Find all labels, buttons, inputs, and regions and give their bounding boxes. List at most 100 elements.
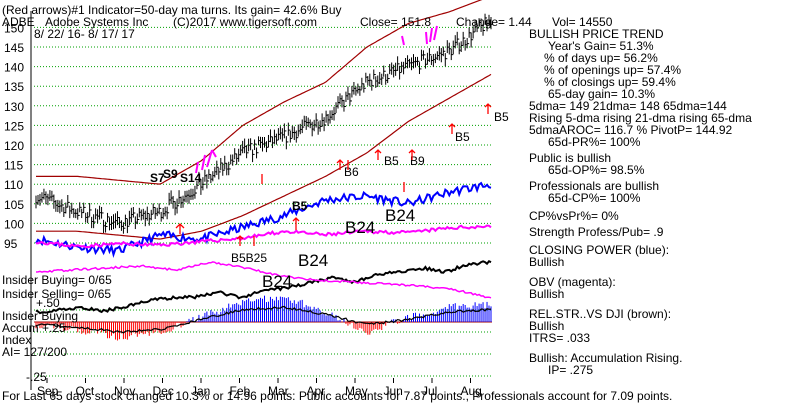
header-line1: (Red arrows)#1 Indicator=50-day ma turns… [2,3,342,17]
footer-summary: For Last 65 days stock changed 10.3% or … [2,389,672,403]
side-l14: 65d-CP%= 100% [548,191,641,205]
side-l10: 65d-PR%= 100% [548,135,641,149]
y-tick-110: 110 [4,178,23,192]
x-tick-labels: Sep Oct Nov Dec Jan Feb Mar Apr May Jun Jul Aug [37,378,482,398]
accum-ma-line [35,305,492,334]
side-l3: % of days up= 56.2% [544,51,658,65]
price-bands [36,0,492,240]
y-tick-105: 105 [4,198,24,212]
price-bars [35,13,493,234]
side-l16: Strength Profess/Pub= .9 [529,225,664,239]
buy-arrow-9 [448,123,456,134]
y-tick-150: 150 [4,21,24,35]
y-tick-labels: 95 100 105 110 115 120 125 130 135 140 145 150 [4,21,24,251]
buy-arrow-7 [374,149,382,160]
side-l5: % of closings up= 59.4% [544,75,676,89]
y-tick-135: 135 [4,80,24,94]
buy-arrow-4 [292,217,300,230]
buy-arrow-1 [175,223,185,234]
signal-b24-c: B24 [298,251,328,270]
side-l17: CLOSING POWER (blue): [529,243,669,257]
sell-arrow-5 [401,35,405,46]
index-label: Index [2,333,31,347]
relative-strength-line [35,259,492,315]
buy-arrows [175,103,492,246]
closing-power-line [35,181,492,258]
signal-b24-b: B24 [345,218,375,237]
upper-band [36,0,483,185]
side-panel: BULLISH PRICE TREND Year's Gain= 51.3% %… [529,27,752,377]
side-l20: Bullish [529,287,564,301]
side-l4: % of openings up= 57.4% [544,63,681,77]
sell-arrow-1 [206,149,217,168]
indicator-lines [35,181,492,315]
x-tick-Oct: Oct [76,384,95,398]
y-tick-120: 120 [4,139,24,153]
signal-s7: S7 [150,171,165,185]
volume-value: Vol= 14550 [552,15,613,29]
y-tick-125: 125 [4,119,24,133]
signal-b5-c: B5 [455,130,470,144]
x-tick-Jan: Jan [191,384,210,398]
y-tick-95: 95 [4,237,18,251]
insider-selling: Insider Selling= 0/65 [2,287,111,301]
side-l22: Bullish [529,319,564,333]
x-tick-Nov: Nov [114,384,135,398]
sell-arrow-4 [425,25,438,45]
y-tick-115: 115 [4,159,23,173]
x-tick-Apr: Apr [307,384,326,398]
x-tick-Aug: Aug [461,384,482,398]
side-l12: 65d-OP%= 98.5% [548,163,645,177]
x-tick-Jun: Jun [384,384,403,398]
sell-arrows [195,25,438,174]
side-l11: Public is bullish [529,151,611,165]
signal-s9: S9 [163,167,178,181]
accumulation-index-bars [35,295,492,341]
x-tick-Mar: Mar [268,384,289,398]
signal-b6: B6 [344,165,359,179]
x-tick-May: May [345,384,368,398]
side-l2: Year's Gain= 51.3% [548,39,654,53]
signal-b5-d: B5 [494,110,509,124]
signal-b24-a: B24 [385,206,415,225]
x-tick-Sep: Sep [37,384,59,398]
sell-arrow-3 [195,161,199,174]
signal-b9: B9 [410,154,425,168]
ai-value: AI= 127/200 [2,345,67,359]
accum-plus50: +.50 [36,296,60,310]
sell-arrow-2 [201,154,206,171]
side-l23: ITRS= .033 [529,331,590,345]
insider-buying-2: Insider Buying [2,309,78,323]
x-tick-Jul: Jul [422,384,437,398]
y-tick-140: 140 [4,61,24,75]
side-l21: REL.STR..VS DJI (brown): [529,307,671,321]
date-range: 8/ 22/ 16- 8/ 17/ 17 [34,27,135,41]
close-value: Close= 151.8 [360,15,431,29]
buy-arrow-8 [408,149,416,160]
copyright: (C)2017 www.tigersoft.com [173,15,317,29]
signal-s14: S14 [180,171,202,185]
y-tick-145: 145 [4,41,24,55]
y-tick-130: 130 [4,100,24,114]
accum-label: Accum [2,321,39,335]
signal-b5b25: B5B25 [231,251,267,265]
buy-arrow-5 [336,159,344,170]
side-l1: BULLISH PRICE TREND [529,27,664,41]
y-tick-100: 100 [4,217,24,231]
buy-arrow-10 [484,103,492,114]
side-l18: Bullish [529,255,564,269]
side-l9: 5dmaAROC= 116.7 % PivotP= 144.92 [529,123,733,137]
x-tick-Feb: Feb [230,384,251,398]
side-l19: OBV (magenta): [529,275,616,289]
side-l6: 65-day gain= 10.3% [548,87,655,101]
obv-line [35,224,492,249]
buy-arrow-2 [236,235,244,246]
x-tick-Dec: Dec [153,384,174,398]
signal-b5-b: B5 [384,154,399,168]
side-l24: Bullish: Accumulation Rising. [529,351,682,365]
side-l13: Professionals are bullish [529,179,659,193]
accum-plus25: +.25 [42,321,66,335]
change-value: Change= 1.44 [456,15,532,29]
company: Adobe Systems Inc [45,15,148,29]
